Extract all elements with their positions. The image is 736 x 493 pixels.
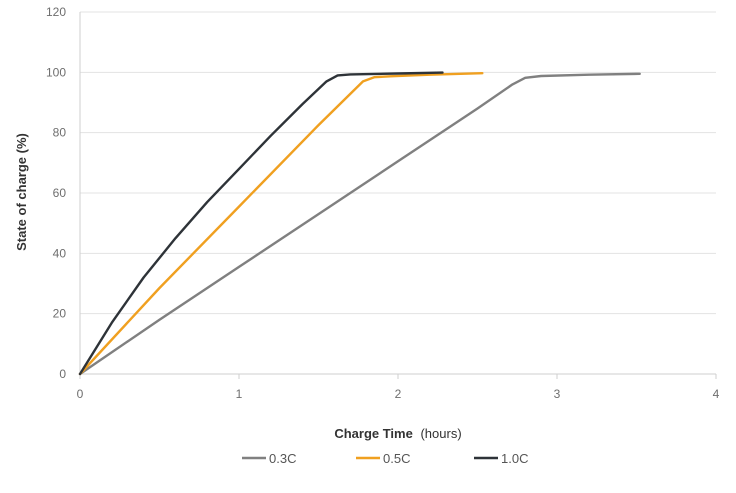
legend-label-0.3C: 0.3C <box>269 451 296 466</box>
y-tick-label: 60 <box>53 186 67 200</box>
y-tick-label: 0 <box>59 367 66 381</box>
x-tick-label: 3 <box>554 387 561 401</box>
series-line-0.3C <box>80 74 640 374</box>
axes <box>80 12 716 379</box>
y-tick-label: 120 <box>46 5 66 19</box>
y-axis-title: State of charge (%) <box>14 133 29 251</box>
gridlines <box>80 12 716 314</box>
x-axis-title-main: Charge Time <box>334 426 413 441</box>
x-axis-title: Charge Time (hours) <box>334 426 461 441</box>
y-tick-label: 40 <box>53 246 67 260</box>
y-tick-label: 20 <box>53 307 67 321</box>
x-axis-title-unit: (hours) <box>420 426 461 441</box>
y-tick-label: 100 <box>46 65 66 79</box>
y-tick-label: 80 <box>53 126 67 140</box>
series-line-1.0C <box>80 73 443 374</box>
legend: 0.3C 0.5C 1.0C <box>242 451 528 466</box>
x-tick-label: 1 <box>236 387 243 401</box>
x-tick-label: 0 <box>77 387 84 401</box>
legend-label-1.0C: 1.0C <box>501 451 528 466</box>
x-tick-label: 2 <box>395 387 402 401</box>
legend-label-0.5C: 0.5C <box>383 451 410 466</box>
x-tick-label: 4 <box>713 387 720 401</box>
series-line-0.5C <box>80 73 482 374</box>
series-lines <box>80 73 640 374</box>
x-tick-labels: 0 1 2 3 4 <box>77 387 720 401</box>
y-tick-labels: 0 20 40 60 80 100 120 <box>46 5 66 381</box>
